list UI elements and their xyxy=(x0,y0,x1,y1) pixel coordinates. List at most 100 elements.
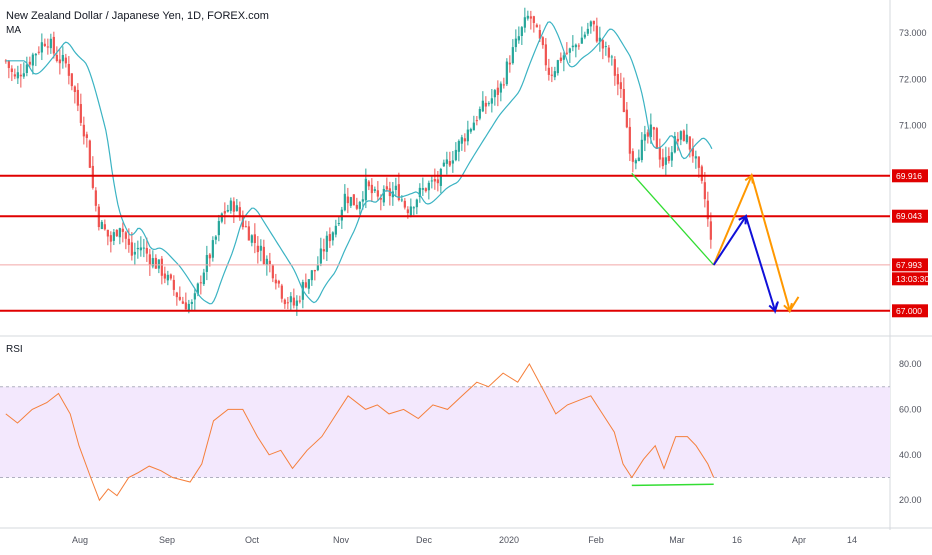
candle xyxy=(655,128,658,149)
candle xyxy=(313,270,316,272)
orange-arrowhead-up xyxy=(744,173,754,184)
candle xyxy=(121,228,124,232)
candle xyxy=(460,137,463,144)
candle xyxy=(508,62,511,65)
candle xyxy=(52,36,55,54)
candle xyxy=(355,204,358,209)
candle xyxy=(34,53,37,56)
level-badge-2: 67.000 xyxy=(896,306,922,316)
candle xyxy=(103,224,106,230)
candle xyxy=(160,258,163,276)
candle xyxy=(25,64,28,73)
candle xyxy=(580,37,583,44)
candle xyxy=(268,260,271,265)
candle xyxy=(190,301,193,304)
time-tick-label-10: 14 xyxy=(847,535,857,545)
candle xyxy=(88,140,91,168)
candle xyxy=(232,201,235,212)
countdown-badge-bg xyxy=(892,272,928,286)
candle xyxy=(433,179,436,182)
candle xyxy=(13,74,16,77)
rsi-tick-label-2: 40.00 xyxy=(899,450,922,460)
candle xyxy=(625,109,628,128)
candle xyxy=(319,248,322,264)
candle xyxy=(352,194,355,206)
candle xyxy=(145,247,148,254)
candle xyxy=(130,242,133,256)
candle xyxy=(559,57,562,62)
candle xyxy=(340,209,343,221)
candle xyxy=(685,134,688,143)
candle xyxy=(628,126,631,154)
candle xyxy=(346,196,349,204)
candle xyxy=(163,273,166,279)
candle xyxy=(457,140,460,152)
candle xyxy=(262,246,265,264)
candle xyxy=(484,102,487,107)
candle xyxy=(295,300,298,306)
orange-arrowhead-down xyxy=(783,302,793,313)
candle xyxy=(592,20,595,25)
candle xyxy=(148,254,151,265)
candle xyxy=(556,60,559,74)
candle xyxy=(502,84,505,86)
candle xyxy=(691,147,694,157)
candle xyxy=(73,86,76,92)
candle xyxy=(31,54,34,66)
candle xyxy=(493,90,496,98)
time-tick-label-8: 16 xyxy=(732,535,742,545)
candle xyxy=(43,43,46,46)
candle xyxy=(322,249,325,252)
candle xyxy=(643,134,646,141)
candle xyxy=(658,147,661,160)
candle xyxy=(694,156,697,159)
candle xyxy=(226,209,229,212)
rsi-indicator-label: RSI xyxy=(6,344,23,355)
candle xyxy=(58,59,61,64)
candle xyxy=(316,265,319,271)
candle xyxy=(70,73,73,87)
candle xyxy=(187,303,190,311)
time-tick-label-4: Dec xyxy=(416,535,433,545)
price-tick-label-2: 71.000 xyxy=(899,121,927,131)
candle xyxy=(664,157,667,165)
candle xyxy=(136,247,139,250)
candle xyxy=(706,200,709,220)
candle xyxy=(523,17,526,28)
candle xyxy=(469,129,472,132)
green-trendline xyxy=(631,172,715,266)
candle xyxy=(688,136,691,150)
candle xyxy=(154,257,157,269)
current-price-badge-bg xyxy=(892,258,928,272)
candle xyxy=(178,296,181,300)
candle xyxy=(604,46,607,48)
candle xyxy=(568,48,571,53)
candle xyxy=(244,226,247,228)
candle xyxy=(394,185,397,191)
candle xyxy=(418,187,421,198)
candle xyxy=(661,157,664,167)
candle xyxy=(253,234,256,244)
candle xyxy=(565,52,568,54)
candle xyxy=(379,197,382,200)
candle xyxy=(640,139,643,161)
candle xyxy=(67,63,70,76)
candle xyxy=(652,127,655,130)
candle xyxy=(613,59,616,76)
candle xyxy=(259,245,262,251)
candle xyxy=(289,296,292,303)
candle xyxy=(283,299,286,305)
candle xyxy=(112,232,115,241)
candle xyxy=(631,151,634,162)
candle xyxy=(667,155,670,162)
candle xyxy=(520,27,523,36)
candle xyxy=(46,46,49,48)
candle xyxy=(109,235,112,242)
candle xyxy=(334,225,337,235)
candle xyxy=(574,44,577,48)
candle xyxy=(553,71,556,78)
candle xyxy=(85,134,88,138)
candle xyxy=(151,258,154,267)
candle xyxy=(385,186,388,190)
